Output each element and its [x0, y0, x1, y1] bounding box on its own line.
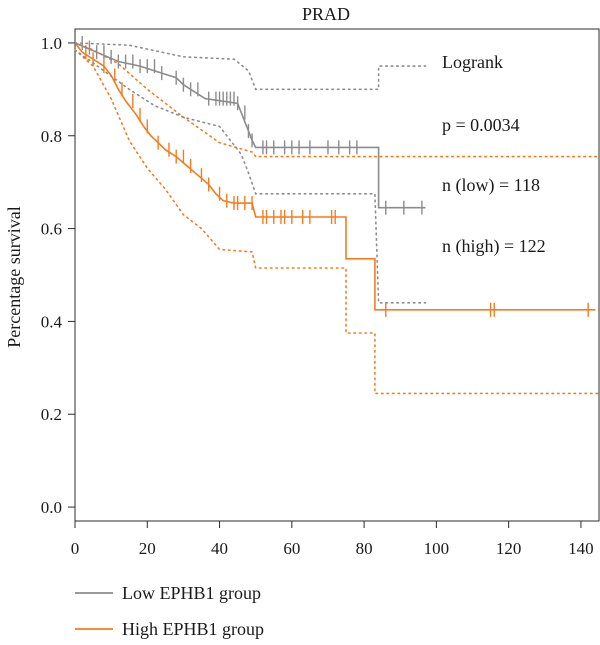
low-ci-lower-line	[74, 49, 427, 304]
y-tick-label: 1.0	[41, 34, 62, 53]
y-tick-label: 0.6	[41, 220, 62, 239]
x-tick-label: 140	[568, 539, 594, 558]
low-ci-upper-line	[74, 42, 427, 91]
high-ci-upper-line	[74, 42, 600, 158]
x-tick-label: 0	[71, 539, 80, 558]
high-ci-lower-line	[74, 49, 600, 395]
y-tick-label: 0.0	[41, 498, 62, 517]
legend-high-label: High EPHB1 group	[122, 619, 264, 639]
y-tick-label: 0.2	[41, 405, 62, 424]
y-tick-label: 0.8	[41, 127, 62, 146]
annotation-3: n (high) = 122	[442, 236, 546, 257]
low-survival-line	[74, 42, 426, 209]
y-axis-label: Percentage survival	[4, 206, 24, 347]
x-tick-label: 120	[496, 539, 522, 558]
annotation-0: Logrank	[442, 52, 503, 72]
annotation-2: n (low) = 118	[442, 175, 540, 196]
legend-low-label: Low EPHB1 group	[122, 583, 261, 603]
x-tick-label: 20	[139, 539, 156, 558]
x-tick-label: 40	[211, 539, 228, 558]
x-tick-label: 100	[424, 539, 450, 558]
x-tick-label: 80	[356, 539, 373, 558]
annotation-1: p = 0.0034	[442, 115, 520, 135]
x-tick-label: 60	[283, 539, 300, 558]
y-tick-label: 0.4	[41, 312, 63, 331]
plot-frame	[74, 28, 600, 522]
chart-title: PRAD	[302, 4, 350, 24]
